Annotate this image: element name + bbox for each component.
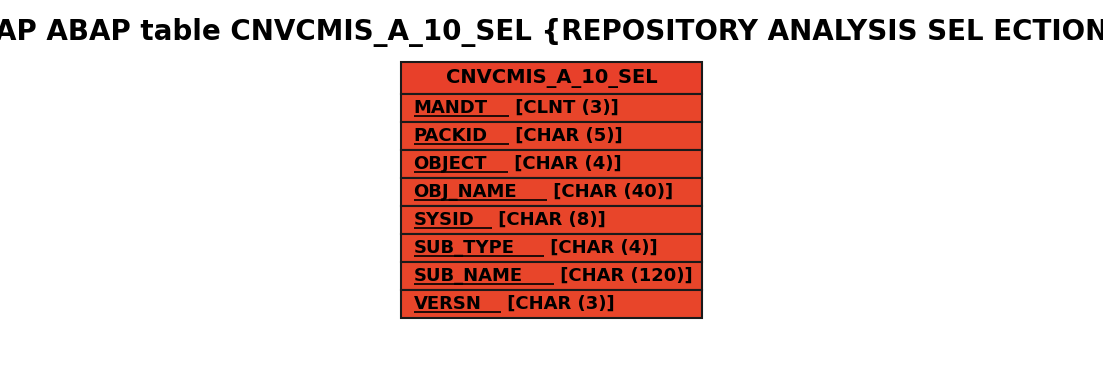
Text: [CHAR (120)]: [CHAR (120)] (555, 267, 693, 285)
Text: OBJECT: OBJECT (414, 155, 488, 173)
Text: CNVCMIS_A_10_SEL: CNVCMIS_A_10_SEL (446, 69, 657, 88)
Text: MANDT: MANDT (414, 99, 488, 117)
Text: [CHAR (3)]: [CHAR (3)] (501, 295, 614, 313)
Bar (401, 62, 702, 94)
Text: SAP ABAP table CNVCMIS_A_10_SEL {REPOSITORY ANALYSIS SEL ECTION}: SAP ABAP table CNVCMIS_A_10_SEL {REPOSIT… (0, 18, 1103, 47)
Text: VERSN: VERSN (414, 295, 481, 313)
Bar (401, 150, 702, 178)
Text: SUB_TYPE: SUB_TYPE (414, 239, 514, 257)
Text: [CHAR (40)]: [CHAR (40)] (547, 183, 673, 201)
Text: [CLNT (3)]: [CLNT (3)] (510, 99, 619, 117)
Text: [CHAR (4)]: [CHAR (4)] (508, 155, 622, 173)
Bar (401, 178, 702, 206)
Text: [CHAR (5)]: [CHAR (5)] (510, 127, 623, 145)
Bar (401, 234, 702, 262)
Bar (401, 290, 702, 318)
Text: OBJ_NAME: OBJ_NAME (414, 183, 517, 201)
Text: SYSID: SYSID (414, 211, 474, 229)
Bar (401, 122, 702, 150)
Bar (401, 206, 702, 234)
Text: SUB_NAME: SUB_NAME (414, 267, 523, 285)
Text: [CHAR (8)]: [CHAR (8)] (492, 211, 606, 229)
Bar (401, 94, 702, 122)
Text: PACKID: PACKID (414, 127, 488, 145)
Text: [CHAR (4)]: [CHAR (4)] (544, 239, 657, 257)
Bar (401, 262, 702, 290)
